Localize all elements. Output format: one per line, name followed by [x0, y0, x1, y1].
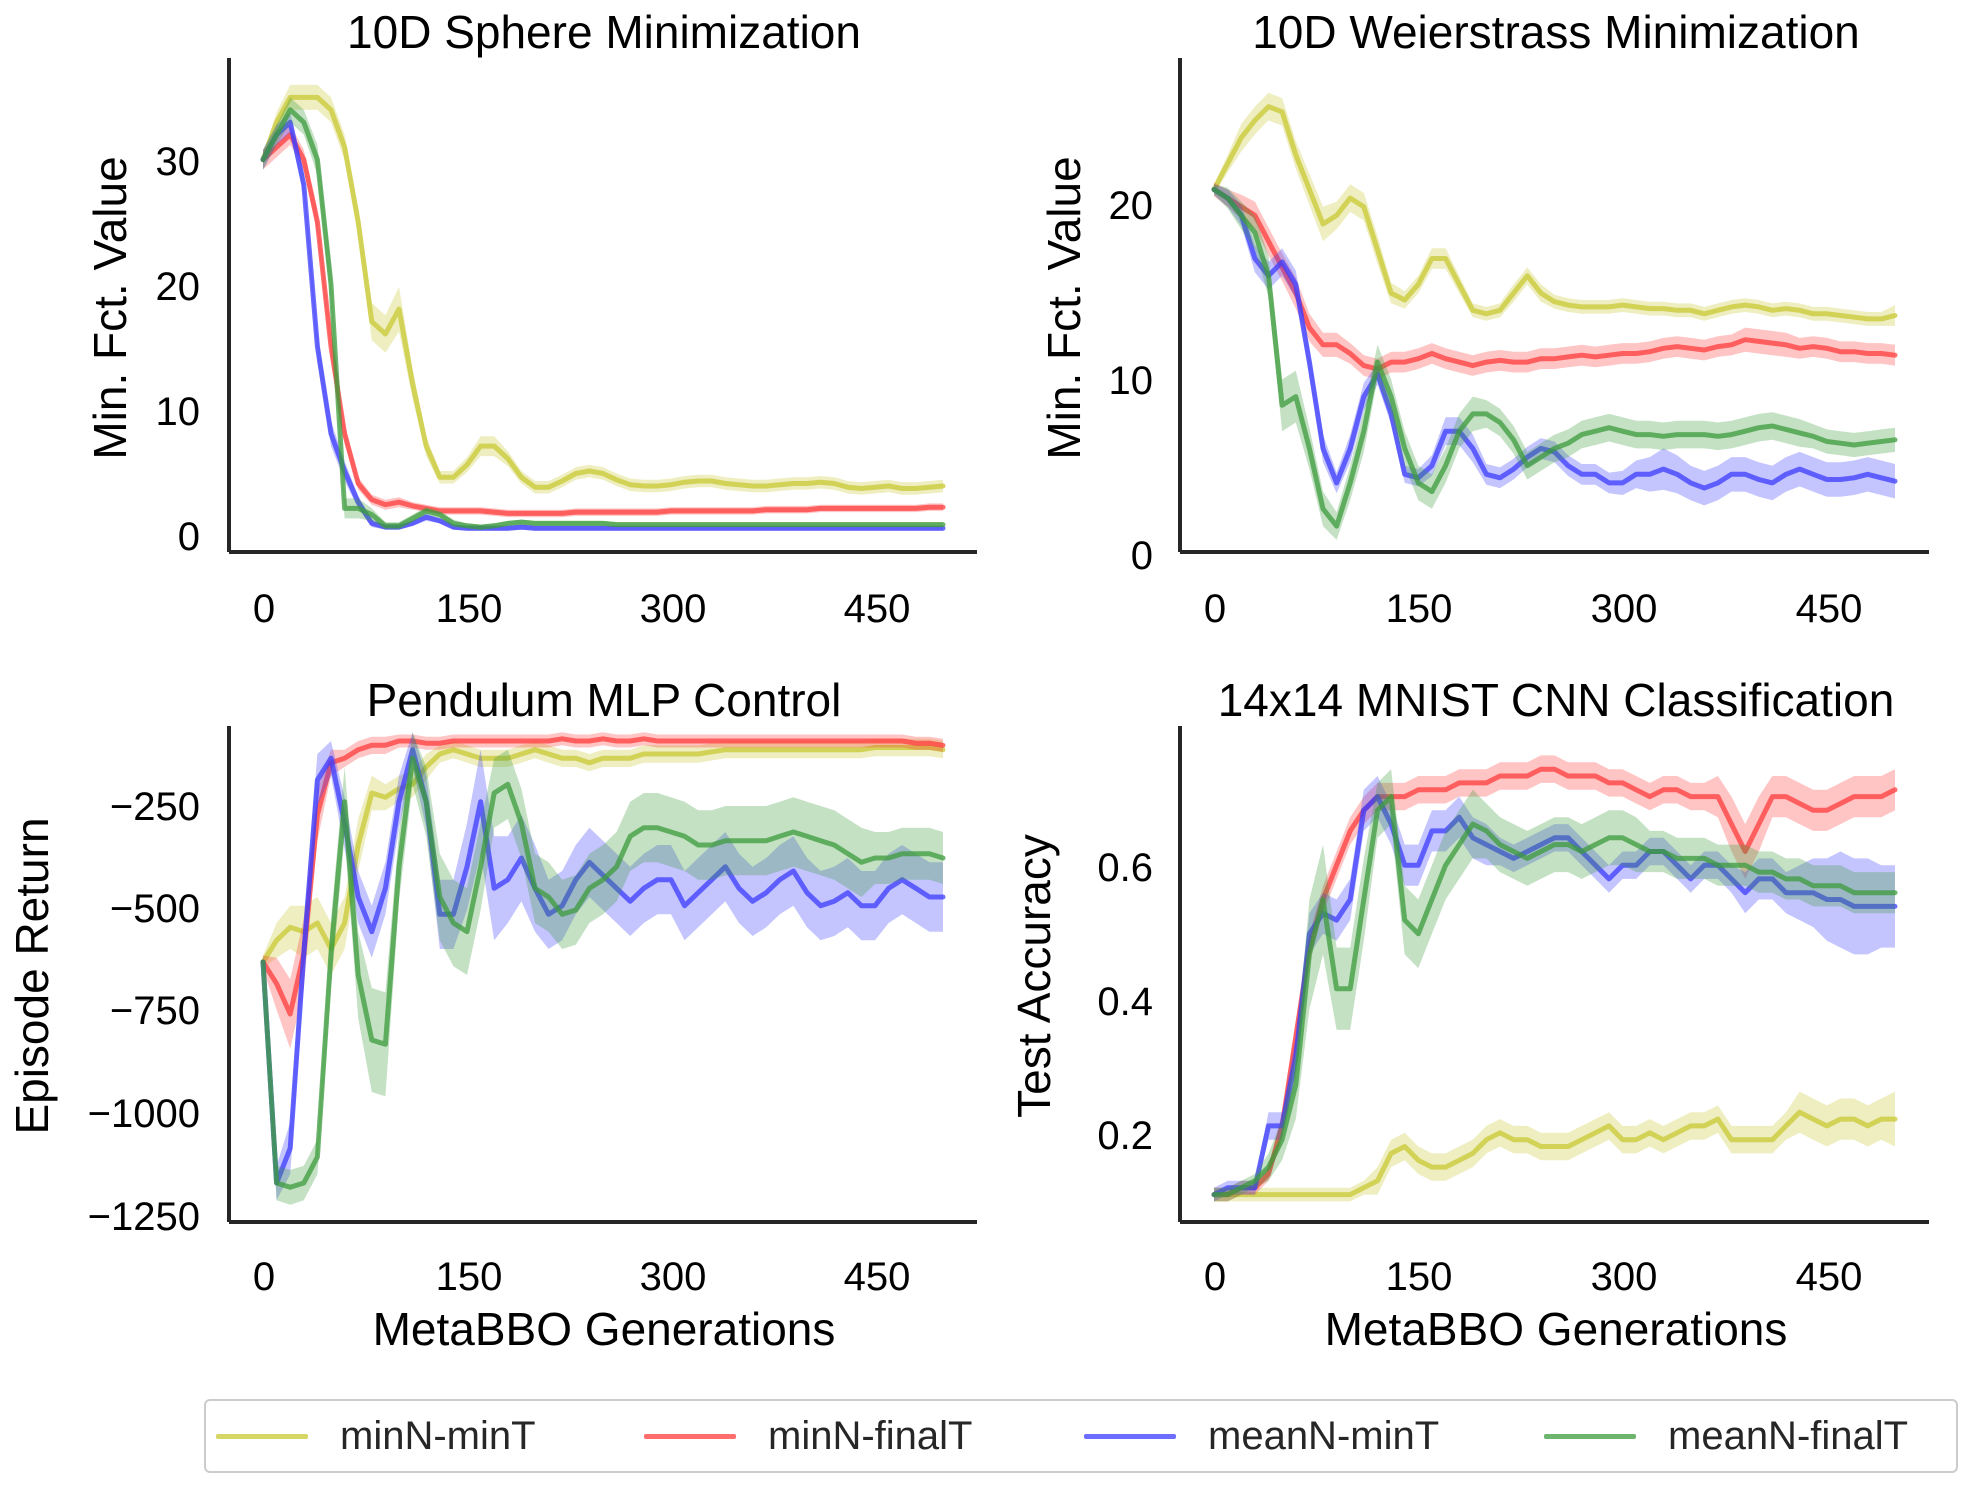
y-tick-label: 0.4: [1097, 980, 1153, 1024]
y-tick-label: 0.2: [1097, 1114, 1153, 1158]
series-line-meanN-finalT: [1211, 794, 1898, 1198]
legend-label: meanN-minT: [1208, 1413, 1440, 1458]
x-tick-label: 450: [1796, 587, 1863, 631]
series-line-minN-minT: [1211, 104, 1898, 322]
x-axis-label: MetaBBO Generations: [373, 1303, 836, 1355]
confidence-band-minN-finalT: [263, 124, 943, 518]
x-tick-label: 300: [1591, 587, 1658, 631]
y-tick-label: 0: [178, 515, 200, 559]
panel-title: 10D Sphere Minimization: [347, 6, 861, 58]
y-axis-label: Min. Fct. Value: [84, 156, 136, 459]
legend-item-meanN-minT[interactable]: meanN-minT: [1084, 1401, 1439, 1471]
panel-mnist: 14x14 MNIST CNN Classification Test Accu…: [1008, 674, 1894, 1355]
y-tick-label: −1250: [88, 1195, 200, 1239]
x-tick-label: 300: [640, 1255, 707, 1299]
legend-label: minN-minT: [340, 1413, 536, 1458]
confidence-band-meanN-finalT: [1214, 769, 1895, 1202]
plot-area: [227, 726, 977, 1224]
panel-sphere: 10D Sphere Minimization Min. Fct. Value …: [84, 6, 910, 631]
legend-item-meanN-finalT[interactable]: meanN-finalT: [1544, 1401, 1908, 1471]
y-axis-label: Test Accuracy: [1008, 834, 1060, 1118]
y-tick-label: 0.6: [1097, 846, 1153, 890]
confidence-band-meanN-finalT: [263, 97, 943, 530]
x-tick-label: 150: [436, 587, 503, 631]
x-tick-label: 300: [1591, 1255, 1658, 1299]
y-tick-label: −750: [110, 989, 200, 1033]
series-line-minN-finalT: [260, 736, 946, 1017]
y-tick-label: 0: [1131, 534, 1153, 578]
series-line-minN-minT: [260, 745, 946, 965]
x-tick-label: 450: [844, 1255, 911, 1299]
legend-item-minN-minT[interactable]: minN-minT: [216, 1401, 536, 1471]
series-line-meanN-minT: [260, 747, 946, 1186]
confidence-band-minN-minT: [263, 84, 943, 495]
y-tick-label: −1000: [88, 1092, 200, 1136]
x-tick-label: 450: [1796, 1255, 1863, 1299]
x-tick-label: 450: [844, 587, 911, 631]
y-tick-label: 20: [156, 265, 201, 309]
legend-swatch: [1544, 1433, 1636, 1439]
x-tick-label: 0: [1204, 1255, 1226, 1299]
legend-swatch: [1084, 1433, 1176, 1439]
plot-area: [1178, 726, 1929, 1224]
plot-area: [1178, 58, 1929, 554]
series-line-meanN-minT: [1211, 187, 1898, 491]
panel-weierstrass: 10D Weierstrass Minimization Min. Fct. V…: [1038, 6, 1862, 631]
x-tick-label: 300: [640, 587, 707, 631]
x-tick-label: 0: [253, 587, 275, 631]
plot-area: [227, 58, 977, 554]
y-tick-label: 10: [156, 390, 201, 434]
series-line-meanN-minT: [260, 119, 946, 531]
series-line-minN-finalT: [1211, 766, 1898, 1198]
confidence-band-minN-finalT: [1214, 755, 1895, 1202]
series-line-minN-minT: [260, 94, 946, 491]
series-line-meanN-finalT: [260, 107, 946, 530]
y-tick-label: −500: [110, 887, 200, 931]
x-tick-label: 150: [436, 1255, 503, 1299]
x-tick-label: 0: [253, 1255, 275, 1299]
x-axis-label: MetaBBO Generations: [1325, 1303, 1788, 1355]
y-axis-label: Episode Return: [6, 817, 58, 1134]
y-axis-label: Min. Fct. Value: [1038, 156, 1090, 459]
panel-pendulum: Pendulum MLP Control Episode Return Meta…: [6, 674, 910, 1355]
series-line-meanN-finalT: [1211, 187, 1898, 529]
series-line-meanN-finalT: [260, 755, 946, 1190]
y-tick-label: 20: [1109, 184, 1154, 228]
series-line-minN-finalT: [1211, 187, 1898, 372]
confidence-band-meanN-minT: [1214, 776, 1895, 1202]
y-tick-label: 30: [156, 140, 201, 184]
x-tick-label: 0: [1204, 587, 1226, 631]
series-line-minN-minT: [1211, 1109, 1898, 1198]
y-tick-label: 10: [1109, 359, 1154, 403]
y-tick-label: −250: [110, 785, 200, 829]
panel-title: 14x14 MNIST CNN Classification: [1218, 674, 1895, 726]
legend-swatch: [644, 1433, 736, 1439]
confidence-band-meanN-minT: [1214, 184, 1895, 506]
legend-item-minN-finalT[interactable]: minN-finalT: [644, 1401, 972, 1471]
x-tick-label: 150: [1386, 587, 1453, 631]
panel-title: Pendulum MLP Control: [367, 674, 842, 726]
panel-title: 10D Weierstrass Minimization: [1252, 6, 1860, 58]
series-line-minN-finalT: [260, 132, 946, 516]
legend: minN-minT minN-finalT meanN-minT meanN-f…: [204, 1399, 1958, 1473]
legend-label: minN-finalT: [768, 1413, 973, 1458]
legend-label: meanN-finalT: [1668, 1413, 1909, 1458]
x-tick-label: 150: [1386, 1255, 1453, 1299]
legend-swatch: [216, 1433, 308, 1439]
